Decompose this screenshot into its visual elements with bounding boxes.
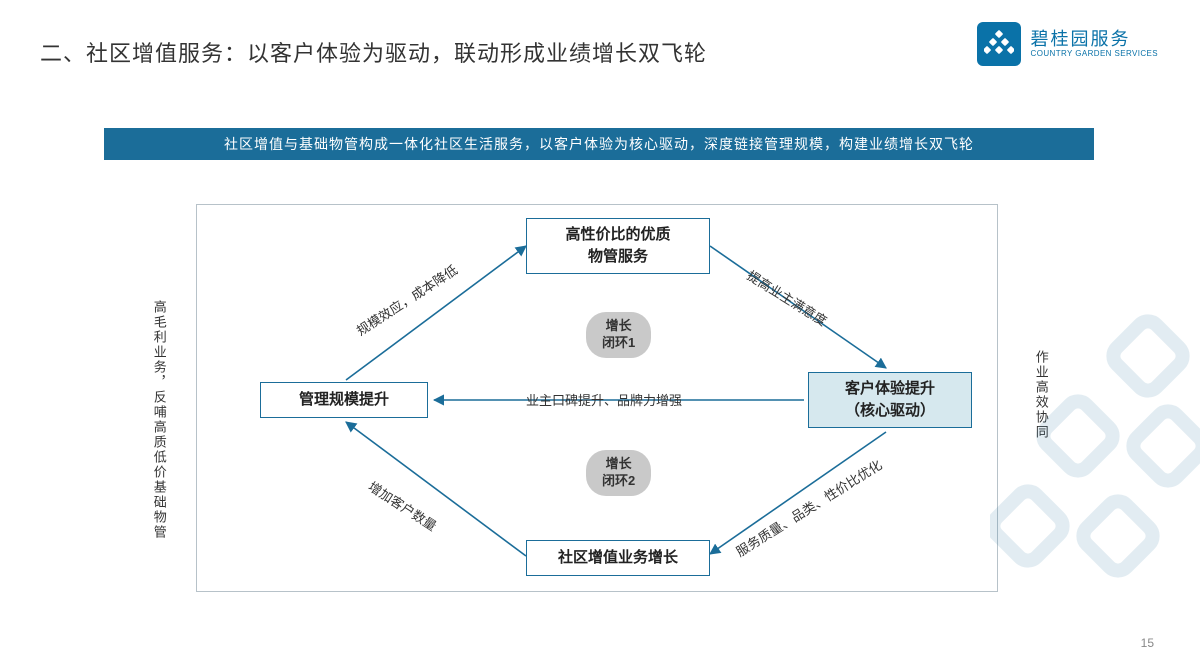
- side-label-left: 高毛利业务，反哺高质低价基础物管: [148, 300, 169, 540]
- node-top-quality-service: 高性价比的优质物管服务: [526, 218, 710, 274]
- page-number: 15: [1141, 636, 1154, 650]
- flywheel-diagram: 高性价比的优质物管服务 客户体验提升（核心驱动） 社区增值业务增长 管理规模提升…: [196, 204, 998, 592]
- brand-logo-text: 碧桂园服务 COUNTRY GARDEN SERVICES: [1031, 30, 1158, 59]
- background-pattern: [990, 308, 1200, 588]
- brand-logo-en: COUNTRY GARDEN SERVICES: [1031, 49, 1158, 58]
- subtitle-banner: 社区增值与基础物管构成一体化社区生活服务，以客户体验为核心驱动，深度链接管理规模…: [104, 128, 1094, 160]
- page-title: 二、社区增值服务：以客户体验为驱动，联动形成业绩增长双飞轮: [40, 36, 707, 68]
- brand-logo-cn: 碧桂园服务: [1031, 30, 1158, 50]
- node-right-customer-experience: 客户体验提升（核心驱动）: [808, 372, 972, 428]
- loop-badge-2: 增长闭环2: [586, 450, 651, 496]
- node-left-scale-growth: 管理规模提升: [260, 382, 428, 418]
- brand-logo: 碧桂园服务 COUNTRY GARDEN SERVICES: [977, 22, 1158, 66]
- loop-badge-1: 增长闭环1: [586, 312, 651, 358]
- node-bottom-value-added-growth: 社区增值业务增长: [526, 540, 710, 576]
- brand-logo-icon: [977, 22, 1021, 66]
- edge-label-middle: 业主口碑提升、品牌力增强: [526, 390, 682, 409]
